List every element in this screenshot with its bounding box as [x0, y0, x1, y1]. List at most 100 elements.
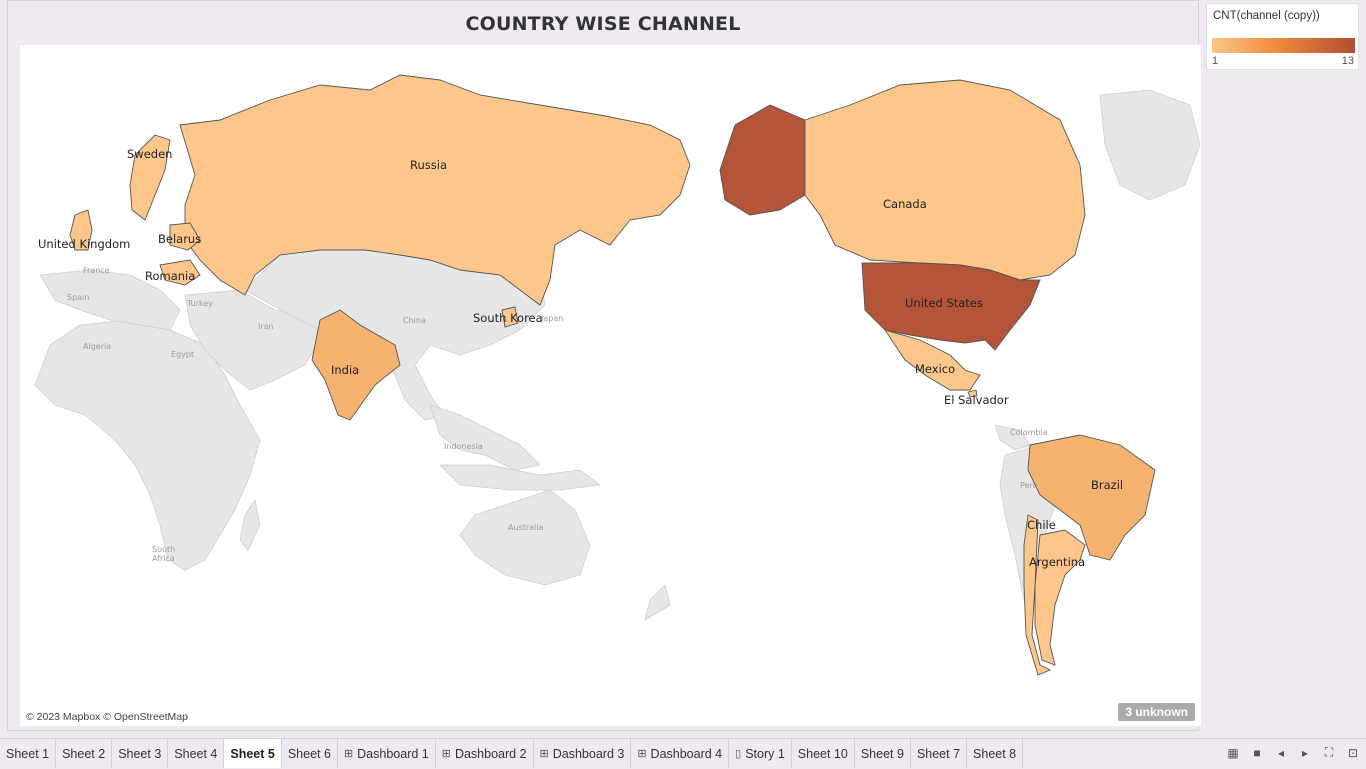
tab-dashboard-3[interactable]: ⊞ Dashboard 3	[534, 739, 632, 768]
label-united-kingdom: United Kingdom	[38, 237, 131, 251]
se-asia-shape	[429, 404, 541, 471]
uk-shape	[69, 209, 93, 251]
legend-title: CNT(channel (copy))	[1213, 10, 1320, 22]
presentation-icon[interactable]: ⊡	[1347, 745, 1359, 760]
base-label-egypt: Egypt	[171, 350, 195, 359]
base-label-china: China	[403, 316, 426, 325]
sweden-shape	[129, 134, 171, 221]
australia-shape	[459, 489, 591, 586]
tab-sheet-4[interactable]: Sheet 4	[168, 739, 225, 768]
tab-dashboard-1[interactable]: ⊞ Dashboard 1	[338, 739, 436, 768]
brazil-shape	[1027, 434, 1156, 561]
sheet-tabs: Sheet 1 Sheet 2 Sheet 3 Sheet 4 Sheet 5 Sheet…	[0, 739, 1024, 769]
filmstrip-icon[interactable]: ▦	[1227, 745, 1239, 760]
legend-min-value: 1	[1212, 55, 1219, 67]
prev-sheet-icon[interactable]: ◂	[1277, 745, 1285, 760]
dashboard-icon: ⊞	[343, 747, 354, 760]
tab-sheet-1[interactable]: Sheet 1	[0, 739, 57, 768]
tab-label: Sheet 1	[6, 746, 50, 761]
tab-label: Sheet 4	[174, 746, 218, 761]
tab-label: Sheet 3	[118, 746, 162, 761]
tab-sheet-9[interactable]: Sheet 9	[855, 739, 911, 768]
tab-label: Sheet 2	[62, 746, 106, 761]
tab-sheet-10[interactable]: Sheet 10	[792, 739, 855, 768]
chile-shape	[1023, 514, 1052, 676]
new-zealand-shape	[644, 584, 671, 621]
next-sheet-icon[interactable]: ▸	[1301, 745, 1309, 760]
tab-sheet-2[interactable]: Sheet 2	[56, 739, 113, 768]
legend-gradient-bar	[1212, 38, 1355, 53]
unknown-indicator[interactable]: 3 unknown	[1118, 703, 1195, 721]
label-united-states: United States	[905, 296, 983, 310]
argentina-shape	[1034, 529, 1086, 666]
tab-sheet-5[interactable]: Sheet 5	[224, 739, 282, 768]
middle-east-shape	[184, 289, 321, 391]
tab-navigation: ▦ ■ ◂ ▸ ⛶ ⊡	[1226, 745, 1360, 760]
india-shape	[311, 309, 401, 421]
label-russia: Russia	[410, 158, 447, 172]
label-argentina: Argentina	[1029, 555, 1086, 569]
label-brazil: Brazil	[1091, 478, 1124, 492]
base-label-japan: Japan	[541, 314, 564, 323]
base-label-algeria: Algeria	[83, 342, 112, 351]
world-map[interactable]	[20, 45, 1201, 726]
label-romania: Romania	[145, 269, 196, 283]
base-label-france: France	[83, 266, 110, 275]
map-view[interactable]: Sweden Russia United Kingdom Belarus Rom…	[20, 45, 1201, 726]
tab-dashboard-4[interactable]: ⊞ Dashboard 4	[631, 739, 730, 768]
base-label-turkey: Turkey	[187, 299, 214, 308]
tab-label: Sheet 5	[230, 746, 275, 761]
tab-label: Dashboard 2	[454, 746, 527, 761]
tab-sheet-6[interactable]: Sheet 6	[282, 739, 338, 768]
south-korea-shape	[501, 306, 519, 328]
tab-label: Dashboard 4	[650, 746, 723, 761]
russia-shape	[179, 74, 691, 306]
belarus-shape	[169, 222, 201, 251]
el-salvador-shape	[967, 389, 978, 398]
dashboard-icon: ⊞	[539, 747, 549, 760]
base-label-iran: Iran	[258, 322, 274, 331]
color-legend[interactable]: CNT(channel (copy)) 1 13	[1206, 3, 1359, 70]
tab-view-icon[interactable]: ■	[1253, 745, 1261, 760]
base-label-indonesia: Indonesia	[444, 442, 483, 451]
dashboard-icon: ⊞	[637, 747, 647, 760]
madagascar-shape	[239, 498, 261, 551]
base-label-peru: Peru	[1020, 481, 1038, 490]
tab-label: Sheet 7	[916, 746, 961, 761]
tab-dashboard-2[interactable]: ⊞ Dashboard 2	[436, 739, 534, 768]
base-label-australia: Australia	[508, 523, 544, 532]
tab-label: Dashboard 1	[357, 746, 429, 761]
map-attribution[interactable]: © 2023 Mapbox © OpenStreetMap	[26, 711, 188, 723]
tab-label: Sheet 9	[860, 746, 904, 761]
worksheet-view: COUNTRY WISE CHANNEL	[7, 0, 1201, 731]
label-chile: Chile	[1027, 518, 1056, 532]
sheet-title: COUNTRY WISE CHANNEL	[465, 13, 741, 35]
tab-label: Dashboard 3	[552, 746, 625, 761]
mexico-shape	[883, 329, 981, 391]
europe-west-shape	[39, 269, 181, 331]
label-sweden: Sweden	[127, 147, 173, 161]
tab-label: Sheet 6	[287, 746, 331, 761]
story-icon: ▯	[735, 747, 742, 760]
alaska-shape	[719, 104, 806, 216]
tab-story-1[interactable]: ▯ Story 1	[729, 739, 792, 768]
label-belarus: Belarus	[158, 232, 202, 246]
canada-shape	[804, 79, 1086, 281]
indonesia-shape	[439, 464, 602, 491]
tab-label: Sheet 8	[973, 746, 1017, 761]
romania-shape	[159, 259, 201, 286]
tab-sheet-7[interactable]: Sheet 7	[911, 739, 968, 768]
greenland-shape	[1099, 89, 1201, 201]
tab-sheet-8[interactable]: Sheet 8	[967, 739, 1024, 768]
label-canada: Canada	[883, 197, 927, 211]
tab-sheet-3[interactable]: Sheet 3	[112, 739, 169, 768]
fullscreen-icon[interactable]: ⛶	[1324, 745, 1334, 759]
africa-shape	[34, 319, 261, 571]
base-label-spain: Spain	[67, 293, 90, 302]
tab-label: Sheet 10	[797, 746, 848, 761]
base-label-colombia: Colombia	[1010, 428, 1048, 437]
label-india: India	[331, 363, 360, 377]
dashboard-icon: ⊞	[441, 747, 451, 760]
central-america-shape	[994, 424, 1031, 451]
sheet-tab-bar: Sheet 1 Sheet 2 Sheet 3 Sheet 4 Sheet 5 Sheet…	[0, 738, 1366, 768]
